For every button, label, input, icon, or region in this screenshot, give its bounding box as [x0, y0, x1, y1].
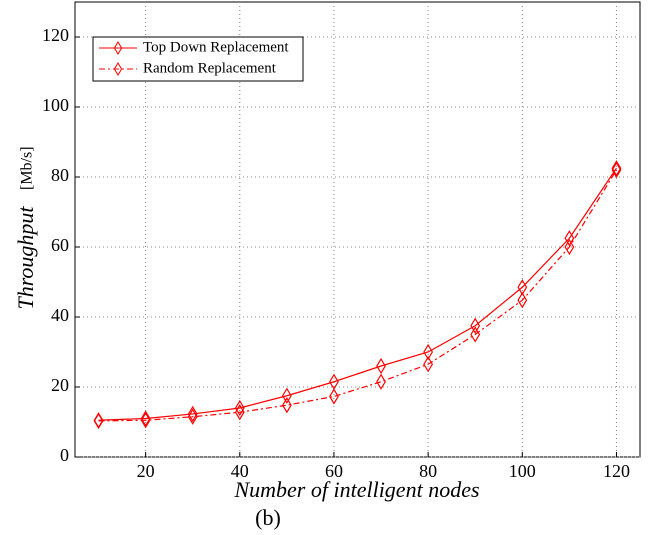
y-axis-label-unit: [Mb/s]	[19, 146, 36, 190]
series-line	[98, 167, 617, 421]
x-tick-label: 60	[325, 461, 343, 481]
y-tick-label: 40	[51, 305, 69, 325]
marker	[423, 343, 434, 361]
legend-marker	[113, 41, 123, 55]
x-tick-label: 40	[231, 461, 249, 481]
legend-label: Top Down Replacement	[143, 39, 289, 55]
marker	[564, 238, 575, 256]
marker	[329, 388, 339, 405]
x-tick-label: 120	[603, 461, 630, 481]
y-tick-label: 60	[51, 235, 69, 255]
y-tick-label: 80	[51, 165, 69, 185]
x-axis-label: Number of intelligent nodes	[233, 477, 479, 502]
x-tick-label: 100	[509, 461, 536, 481]
marker	[234, 399, 245, 417]
y-tick-label: 100	[42, 95, 69, 115]
marker	[564, 230, 575, 247]
marker	[376, 373, 386, 390]
marker	[93, 412, 104, 430]
marker	[281, 387, 292, 404]
marker	[423, 356, 434, 373]
marker	[517, 292, 528, 309]
y-tick-label: 20	[51, 375, 69, 395]
y-tick-label: 120	[42, 25, 69, 45]
marker	[376, 357, 386, 375]
marker	[187, 408, 198, 425]
marker	[611, 161, 622, 179]
marker	[611, 160, 622, 177]
marker	[140, 410, 151, 427]
y-axis-label: Throughput [Mb/s]	[13, 146, 38, 309]
marker	[470, 317, 481, 334]
marker	[140, 412, 151, 429]
legend-label: Random Replacement	[143, 60, 277, 76]
x-tick-label: 20	[137, 461, 155, 481]
legend-marker	[113, 62, 123, 76]
x-tick-label: 80	[419, 461, 437, 481]
y-axis-label-main: Throughput	[13, 206, 38, 310]
marker	[470, 326, 481, 343]
series-line	[98, 169, 617, 422]
marker	[281, 397, 292, 414]
y-tick-label: 0	[60, 445, 69, 465]
legend-box	[92, 36, 304, 82]
marker	[234, 404, 245, 421]
caption: (b)	[255, 505, 281, 530]
marker	[187, 405, 198, 423]
